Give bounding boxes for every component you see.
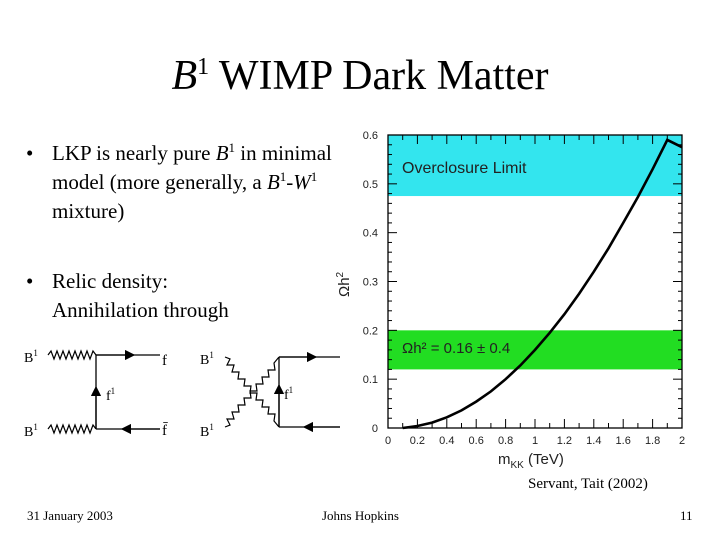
x-tick-label: 0.8 — [498, 435, 513, 447]
y-axis-label: Ωh2 — [335, 271, 353, 297]
y-tick-label: 0.3 — [363, 277, 378, 289]
x-tick-label: 1.6 — [616, 435, 631, 447]
x-label-main: m — [498, 451, 511, 468]
b1-t3: mixture) — [52, 199, 125, 223]
y-tick-label: 0.4 — [363, 228, 378, 240]
x-tick-label: 0.2 — [410, 435, 425, 447]
svg-text:f1: f1 — [284, 385, 293, 403]
svg-text:f1: f1 — [106, 386, 115, 404]
b1-dash: - — [286, 170, 294, 194]
x-tick-label: 0.6 — [469, 435, 484, 447]
title-b: B — [171, 53, 198, 99]
d2-wavy-a — [224, 356, 280, 428]
relic-band-label: Ωh² = 0.16 ± 0.4 — [402, 340, 510, 357]
b1-b2: B — [266, 170, 280, 194]
svg-text:B1: B1 — [200, 422, 214, 440]
y-tick-label: 0.2 — [363, 325, 378, 337]
x-tick-label: 2 — [679, 435, 685, 447]
slide-title: B1 WIMP Dark Matter — [0, 52, 720, 100]
svg-text:B1: B1 — [24, 422, 38, 440]
b1-sup2: 1 — [279, 169, 287, 184]
d2-prop-label: f — [284, 388, 289, 403]
x-tick-label: 0 — [385, 435, 391, 447]
d2-in-bot-sup: 1 — [209, 422, 214, 432]
b1-sup1: 1 — [228, 140, 236, 155]
d2-wavy-b — [224, 356, 280, 428]
chart-ticks — [387, 134, 683, 429]
citation: Servant, Tait (2002) — [528, 476, 648, 492]
y-label-main: Ωh — [336, 277, 353, 297]
diagram-1: B1 B1 f f̄ f1 — [24, 348, 168, 440]
footer-institution: Johns Hopkins — [322, 508, 399, 523]
b2-line2: Annihilation through — [52, 298, 229, 322]
y-tick-label: 0.1 — [363, 374, 378, 386]
y-tick-label: 0.6 — [363, 130, 378, 142]
b1-t2: in minimal model (more generally, a — [52, 141, 332, 194]
d1-in-top-wavy — [47, 349, 97, 361]
band-1 — [388, 135, 682, 197]
d2-in-top-sup: 1 — [209, 350, 214, 360]
svg-text:B1: B1 — [24, 348, 38, 366]
x-tick-labels: 0 0.2 0.4 0.6 0.8 1 1.2 1.4 1.6 1.8 2 — [385, 435, 685, 447]
bullet-dot: • — [26, 269, 34, 293]
d1-in-top-sup: 1 — [33, 348, 38, 358]
d1-in-bot-wavy — [47, 423, 97, 435]
x-label-sub: KK — [511, 460, 525, 470]
svg-text:B1: B1 — [200, 350, 214, 368]
d2-in-bot-label: B — [200, 425, 209, 440]
title-rest: WIMP Dark Matter — [209, 53, 549, 99]
y-tick-labels: 0 0.1 0.2 0.3 0.4 0.5 0.6 — [363, 130, 378, 435]
d1-out-bot-label: f̄ — [162, 422, 168, 439]
x-tick-label: 1.8 — [645, 435, 660, 447]
relic-density-chart: 0 0.2 0.4 0.6 0.8 1 1.2 1.4 1.6 1.8 2 0 0.1 0.2 0.3 0.… — [335, 130, 685, 470]
d1-prop-label: f — [106, 389, 111, 404]
feynman-diagrams: B1 B1 f f̄ f1 B1 B1 f1 — [24, 348, 340, 440]
d2-prop-sup: 1 — [289, 385, 294, 395]
x-tick-label: 1.2 — [557, 435, 572, 447]
d1-in-bot-label: B — [24, 425, 33, 440]
x-label-unit: (TeV) — [524, 451, 564, 468]
b1-w: W — [293, 170, 311, 194]
footer-date: 31 January 2003 — [27, 508, 113, 523]
x-axis-label: mKK (TeV) — [498, 451, 564, 470]
x-tick-label: 0.4 — [439, 435, 454, 447]
overclosure-label: Overclosure Limit — [402, 160, 527, 177]
d1-in-bot-sup: 1 — [33, 422, 38, 432]
bullet-relic: • Relic density: Annihilation through — [26, 267, 352, 325]
d2-in-top-label: B — [200, 353, 209, 368]
title-sup: 1 — [197, 54, 210, 80]
b1-t1: LKP is nearly pure — [52, 141, 216, 165]
y-label-sup: 2 — [335, 271, 346, 277]
d1-in-top-label: B — [24, 351, 33, 366]
x-tick-label: 1.4 — [586, 435, 601, 447]
y-tick-label: 0 — [372, 423, 378, 435]
relic-density-curve — [402, 138, 683, 430]
d1-out-top-label: f — [162, 353, 167, 369]
b2-line1: Relic density: — [52, 269, 169, 293]
diagram-2: B1 B1 f1 — [200, 350, 340, 440]
b1-sup3: 1 — [310, 169, 318, 184]
b1-b: B — [215, 141, 229, 165]
y-tick-label: 0.5 — [363, 179, 378, 191]
x-tick-label: 1 — [532, 435, 538, 447]
bullet-dot: • — [26, 141, 34, 165]
footer-page-number: 11 — [680, 508, 693, 523]
bullet-lkp: • LKP is nearly pure B1 in minimal model … — [26, 139, 352, 226]
d1-prop-sup: 1 — [111, 386, 116, 396]
